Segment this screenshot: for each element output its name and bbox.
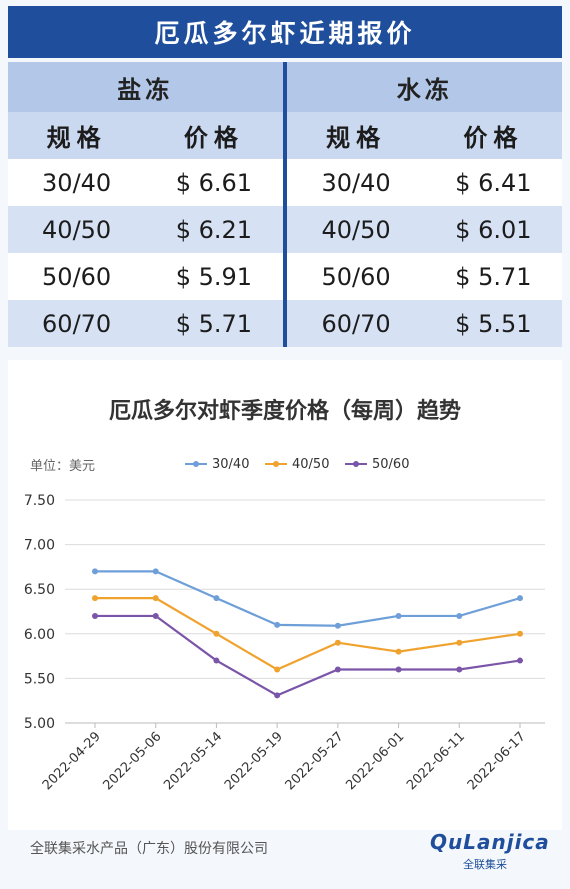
y-tick-label: 7.00 (24, 538, 55, 554)
column-divider (282, 300, 288, 347)
series-line-30-40 (95, 570, 521, 627)
legend-marker (193, 461, 199, 467)
data-point (274, 621, 281, 628)
company-name: 全联集采水产品（广东）股份有限公司 (30, 841, 268, 857)
data-point (213, 595, 220, 602)
col-price-header: 价格 (183, 124, 244, 152)
data-point (152, 612, 159, 619)
price-cell: $ 5.51 (455, 309, 532, 338)
table-row: 40/50 $ 6.21 40/50 $ 6.01 (8, 206, 562, 253)
data-point (213, 657, 220, 664)
page-title: 厄瓜多尔虾近期报价 (8, 6, 562, 58)
legend-label: 30/40 (212, 457, 249, 472)
data-point (92, 612, 98, 619)
unit-label: 单位：美元 (30, 459, 95, 474)
data-point (92, 568, 98, 575)
data-point (152, 595, 159, 602)
col-spec-header: 规格 (326, 124, 387, 152)
chart-panel (8, 360, 562, 830)
company-logo: QuLanjica 全联集采 (430, 830, 550, 874)
column-divider (282, 253, 288, 300)
logo-wordmark: QuLanjica (430, 830, 550, 854)
chart-legend: 30/40 40/50 50/60 (185, 457, 409, 472)
y-tick-label: 5.00 (24, 716, 55, 732)
table-row: 50/60 $ 5.91 50/60 $ 5.71 (8, 253, 562, 300)
y-tick-label: 6.00 (24, 627, 55, 643)
data-point (395, 612, 402, 619)
logo-subtitle: 全联集采 (463, 858, 507, 871)
data-point (274, 692, 281, 699)
x-tick-label: 2022-04-29 (40, 729, 104, 793)
line-chart: 5.005.506.006.507.007.50 2022-04-292022-… (24, 457, 545, 793)
data-point (456, 666, 463, 673)
x-tick-label: 2022-05-14 (161, 729, 225, 793)
spec-cell: 60/70 (321, 309, 391, 338)
column-divider (282, 159, 288, 206)
price-table: 盐冻 水冻 规格 价格 规格 价格 30/40 $ 6.61 30/40 $ 6… (8, 62, 562, 347)
price-cell: $ 6.21 (175, 215, 253, 244)
column-divider (282, 62, 288, 112)
y-tick-label: 6.50 (24, 582, 55, 598)
table-row: 30/40 $ 6.61 30/40 $ 6.41 (8, 159, 562, 206)
legend-marker (353, 461, 359, 467)
section-salt-frozen: 盐冻 (117, 75, 174, 104)
x-tick-label: 2022-05-27 (283, 729, 347, 793)
spec-cell: 30/40 (42, 168, 112, 197)
price-cell: $ 6.41 (455, 168, 532, 197)
spec-cell: 30/40 (321, 168, 391, 197)
data-point (517, 595, 523, 602)
x-tick-label: 2022-06-17 (465, 729, 529, 793)
data-point (334, 639, 341, 646)
series-line-40-50 (95, 597, 521, 671)
section-header-row: 盐冻 水冻 (8, 62, 562, 112)
spec-cell: 40/50 (42, 215, 112, 244)
data-point (395, 666, 402, 673)
price-cell: $ 5.91 (175, 262, 253, 291)
price-cell: $ 5.71 (175, 309, 253, 338)
data-point (517, 630, 523, 637)
column-header-row: 规格 价格 规格 价格 (8, 112, 562, 159)
spec-cell: 50/60 (42, 262, 112, 291)
legend-marker (273, 461, 279, 467)
series-line-50-60 (95, 614, 521, 697)
y-tick-label: 5.50 (24, 671, 55, 687)
data-point (456, 612, 463, 619)
x-tick-label: 2022-05-19 (222, 729, 286, 793)
y-axis: 5.00 5.50 6.00 6.50 7.00 7.50 (24, 493, 55, 732)
col-spec-header: 规格 (46, 124, 107, 152)
col-price-header: 价格 (463, 124, 524, 152)
chart-title: 厄瓜多尔对虾季度价格（每周）趋势 (108, 398, 461, 424)
data-point (456, 639, 463, 646)
data-point (395, 648, 402, 655)
x-tick-label: 2022-06-11 (404, 729, 468, 793)
data-point (334, 666, 341, 673)
legend-label: 50/60 (372, 457, 409, 472)
legend-label: 40/50 (292, 457, 329, 472)
column-divider (282, 112, 288, 159)
x-tick-label: 2022-05-06 (101, 729, 165, 793)
price-cell: $ 6.61 (175, 168, 253, 197)
chart-series (92, 568, 523, 699)
section-water-frozen: 水冻 (396, 75, 453, 104)
x-tick-label: 2022-06-01 (343, 729, 407, 793)
data-point (517, 657, 523, 664)
spec-cell: 50/60 (321, 262, 391, 291)
data-point (152, 568, 159, 575)
x-axis: 2022-04-292022-05-062022-05-142022-05-19… (40, 722, 545, 793)
column-divider (282, 206, 288, 253)
y-tick-label: 7.50 (24, 493, 55, 509)
data-point (334, 622, 341, 629)
data-point (274, 666, 281, 673)
data-point (92, 595, 98, 602)
spec-cell: 40/50 (321, 215, 391, 244)
data-point (213, 630, 220, 637)
spec-cell: 60/70 (42, 309, 112, 338)
table-row: 60/70 $ 5.71 60/70 $ 5.51 (8, 300, 562, 347)
price-cell: $ 6.01 (455, 215, 532, 244)
price-cell: $ 5.71 (455, 262, 532, 291)
